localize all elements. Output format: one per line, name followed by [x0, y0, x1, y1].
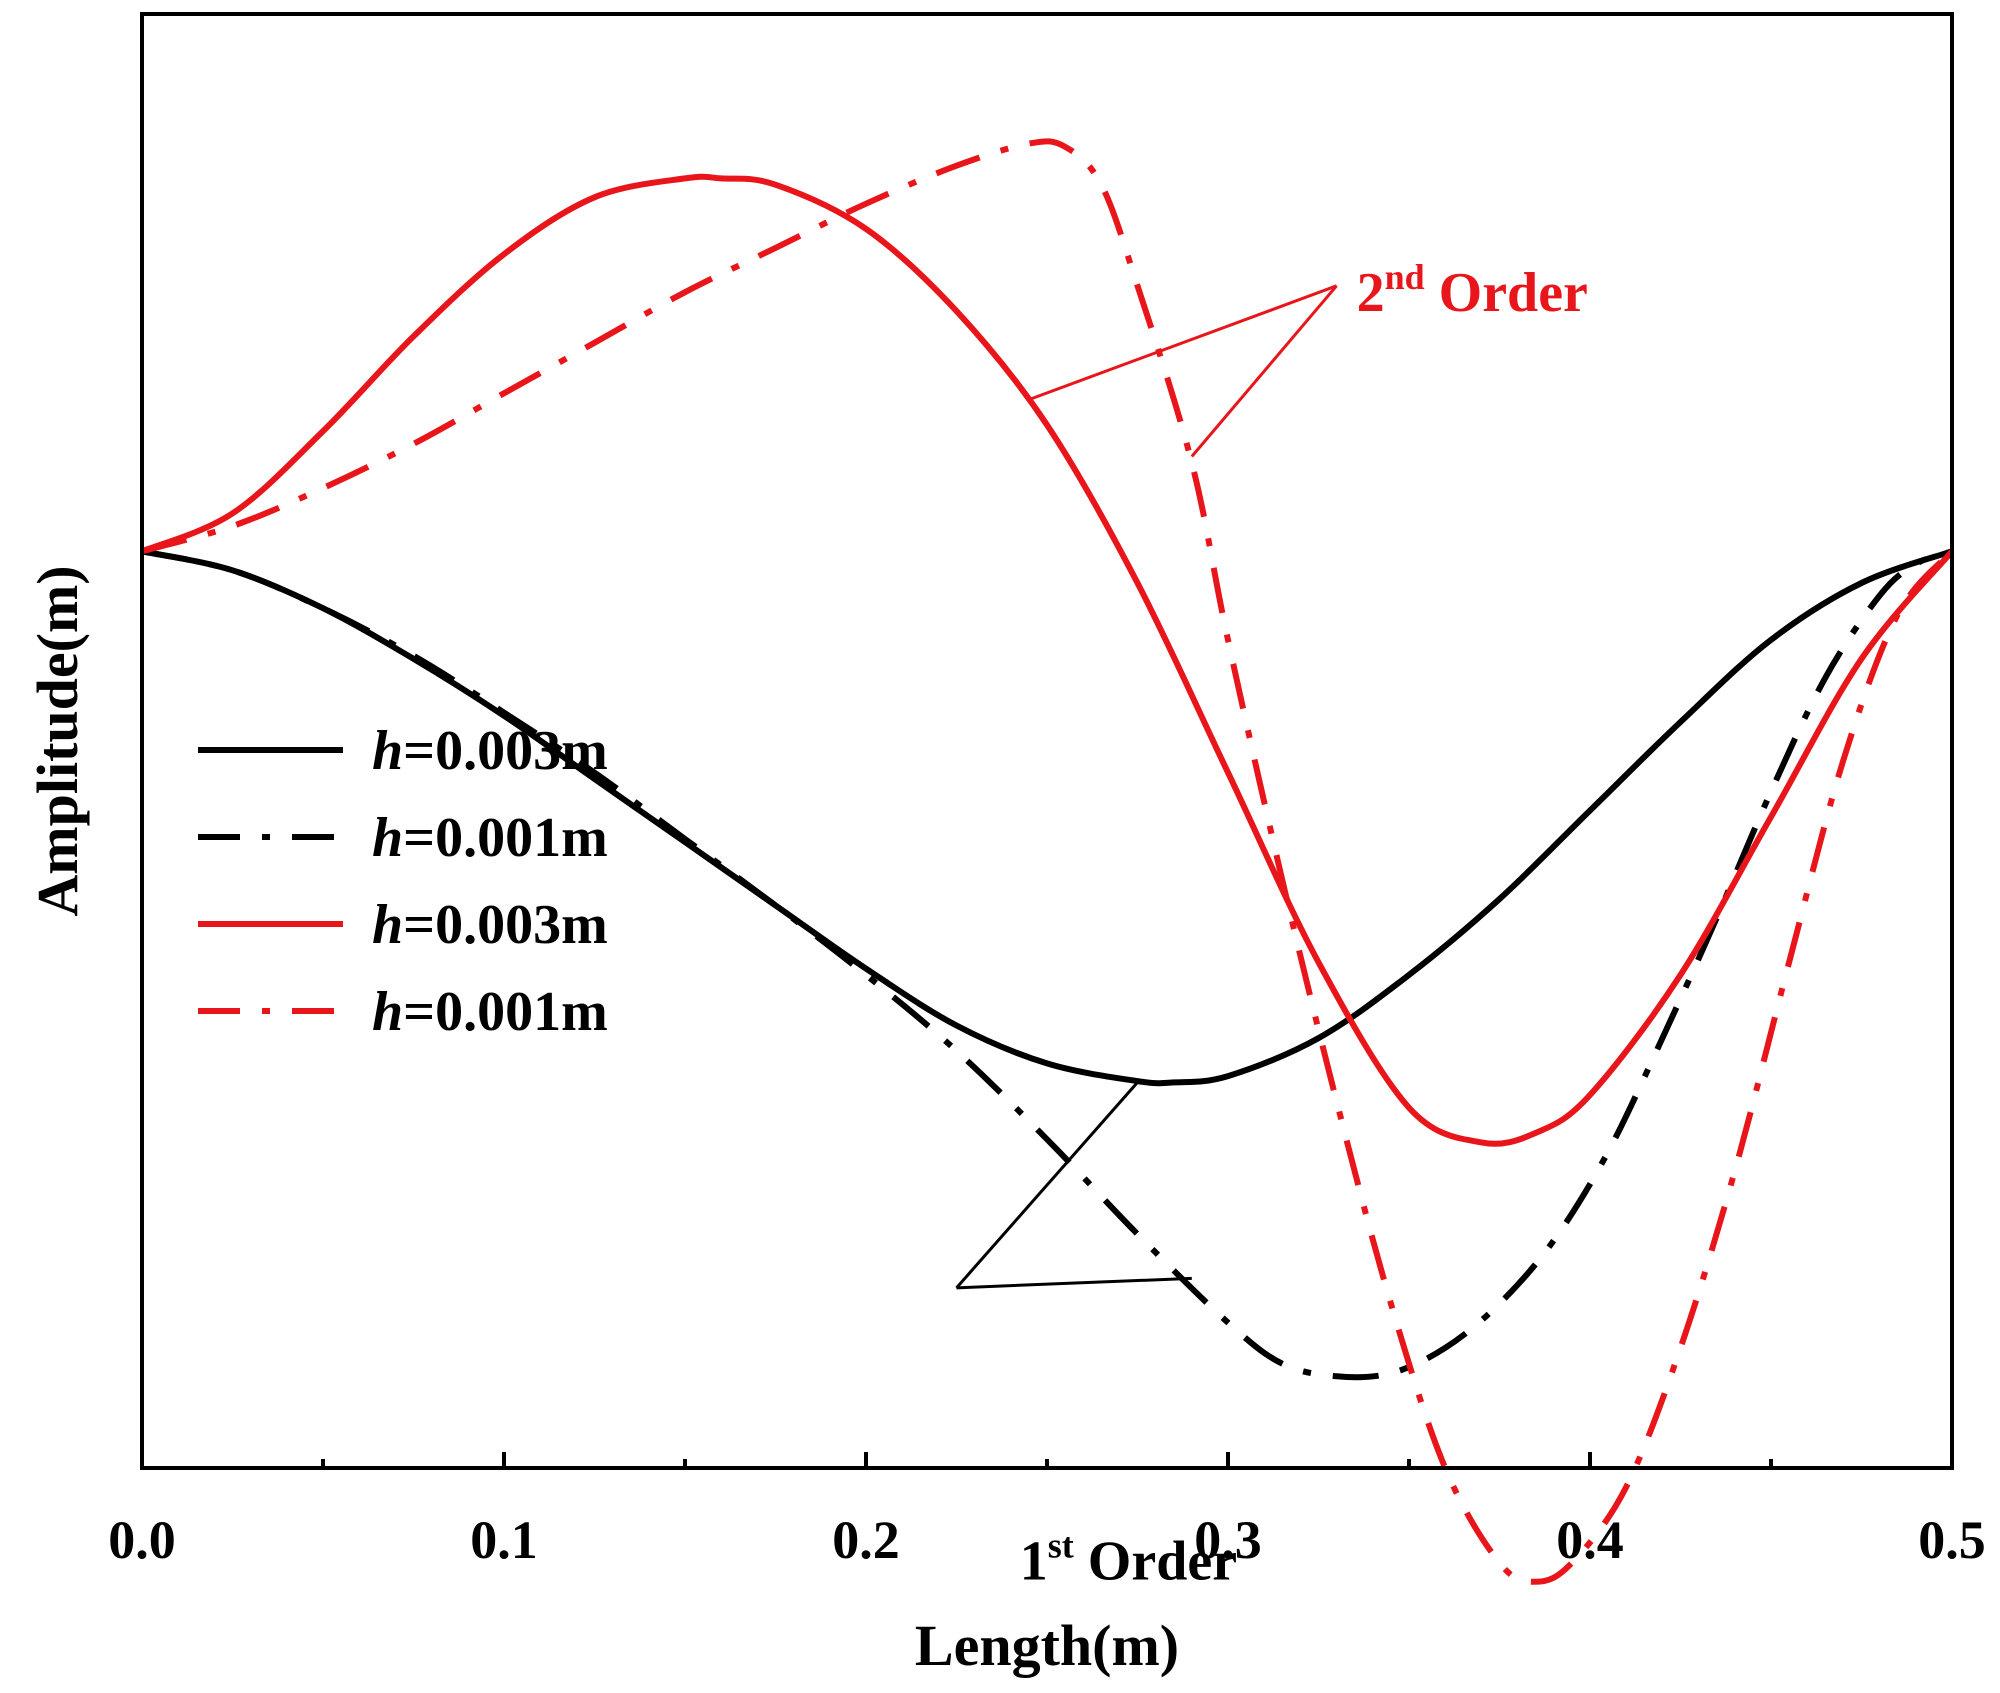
annotations-layer: 2nd Order 1st Order — [955, 257, 1588, 1593]
legend-label-3: h=0.003m — [372, 894, 608, 956]
x-tick-label: 0.4 — [1556, 1510, 1624, 1570]
annotation-2nd-order: 2nd Order — [1357, 257, 1588, 324]
x-tick-label: 0.2 — [832, 1510, 900, 1570]
annotation-pointer — [1028, 284, 1338, 402]
series-line-1st-solid — [141, 548, 1953, 1087]
x-tick-label: 0.3 — [1194, 1510, 1262, 1570]
x-tick-label: 0.0 — [108, 1510, 176, 1570]
series-line-1st-dashdot — [141, 548, 1954, 1381]
legend-label-4: h=0.001m — [372, 981, 608, 1043]
annotation-1st-order: 1st Order — [1020, 1526, 1237, 1593]
y-axis-label: Amplitude(m) — [25, 565, 90, 916]
legend-label-1: h=0.003m — [372, 720, 608, 782]
series-layer — [140, 138, 1955, 1585]
series-line-2nd-dashdot — [141, 138, 1955, 1585]
annotation-pointer — [1190, 284, 1338, 458]
x-tick-label: 0.5 — [1918, 1510, 1986, 1570]
axes-layer: 0.0 0.1 0.2 0.3 0.4 0.5 — [108, 1452, 1986, 1570]
series-line-2nd-solid — [140, 173, 1955, 1147]
annotation-pointer — [955, 1081, 1139, 1289]
legend: h=0.003m h=0.001m h=0.003m h=0.001m — [198, 720, 608, 1043]
annotation-pointer — [956, 1276, 1192, 1290]
legend-label-2: h=0.001m — [372, 807, 608, 869]
x-axis-label: Length(m) — [915, 1613, 1179, 1678]
x-tick-label: 0.1 — [470, 1510, 538, 1570]
